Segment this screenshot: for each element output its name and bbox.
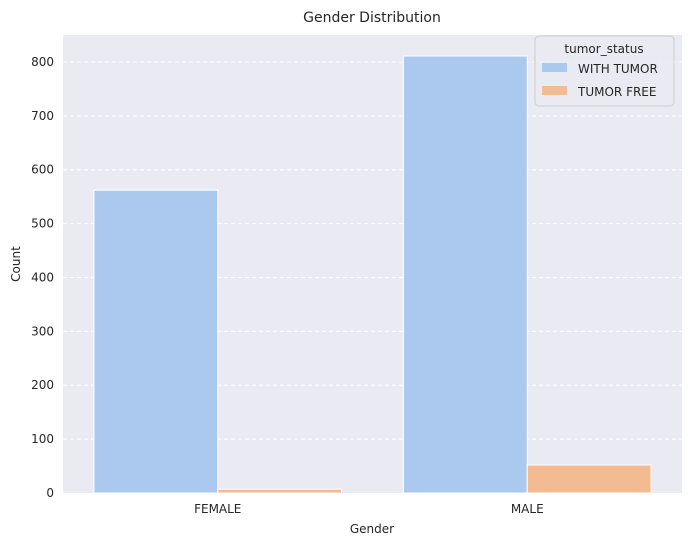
legend-swatch-tumor-free: [542, 86, 567, 95]
grid-lines: [63, 61, 682, 440]
legend: tumor_status WITH TUMOR TUMOR FREE: [534, 35, 675, 107]
x-axis-label: Gender: [350, 522, 394, 536]
y-tick-label: 400: [31, 270, 54, 284]
bar-female-tumor-free: [217, 488, 343, 494]
y-tick-label: 500: [31, 217, 54, 231]
legend-label-with-tumor: WITH TUMOR: [578, 62, 658, 76]
bars: [93, 55, 652, 494]
chart-title: Gender Distribution: [303, 10, 441, 26]
y-tick-label: 100: [31, 432, 54, 446]
x-axis-ticks: FEMALE MALE: [194, 502, 544, 516]
legend-label-tumor-free: TUMOR FREE: [577, 85, 656, 99]
y-tick-label: 300: [31, 324, 54, 338]
y-tick-label: 600: [31, 163, 54, 177]
x-tick-label: FEMALE: [194, 502, 241, 516]
y-axis-label: Count: [9, 246, 23, 282]
y-tick-label: 200: [31, 378, 54, 392]
y-tick-label: 800: [31, 55, 54, 69]
legend-swatch-with-tumor: [542, 63, 567, 72]
y-tick-label: 0: [46, 486, 54, 500]
legend-title: tumor_status: [564, 42, 643, 56]
y-tick-label: 700: [31, 109, 54, 123]
legend-box: [534, 35, 675, 107]
bar-female-with-tumor: [93, 189, 219, 494]
bar-male-with-tumor: [402, 55, 528, 494]
bar-male-tumor-free: [526, 464, 652, 494]
y-axis-ticks: 0 100 200 300 400 500 600 700 800: [31, 55, 54, 500]
x-tick-label: MALE: [511, 502, 544, 516]
